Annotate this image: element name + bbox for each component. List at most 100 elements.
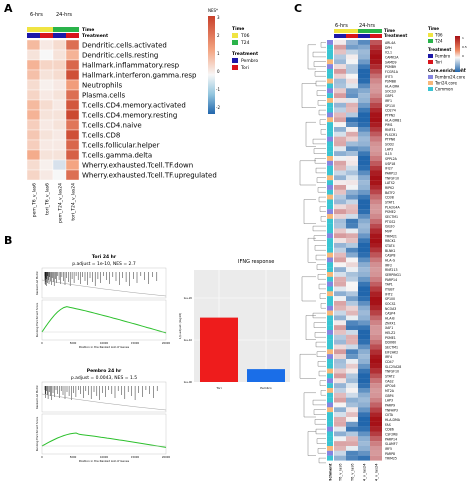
c-gene-label: LAP3 bbox=[385, 399, 393, 403]
a-annot-treatment-label: Treatment bbox=[82, 33, 109, 39]
c-scale-tick-0: 0 bbox=[462, 54, 464, 58]
c-heatmap-cell bbox=[346, 363, 358, 369]
c-heatmap-cell bbox=[358, 107, 370, 113]
panel-b: B Tori 24 hrp.adjust = 1e-10, NES = 2.7 R… bbox=[4, 234, 290, 463]
c-heatmap-cell bbox=[346, 455, 358, 461]
c-heatmap-cell bbox=[334, 126, 346, 132]
c-heatmap-cell bbox=[334, 160, 346, 166]
a-nes-tick-2: 2 bbox=[217, 33, 220, 38]
c-gene-label: IRF2 bbox=[385, 263, 392, 267]
c-heatmap-cell bbox=[346, 344, 358, 350]
gsea-ylabel-top: Ranked List Metric bbox=[35, 384, 39, 408]
c-heatmap-cell bbox=[370, 122, 382, 128]
c-gene-label: BATF2 bbox=[385, 191, 395, 195]
c-heatmap-cell bbox=[358, 286, 370, 292]
panel-c-label: C bbox=[294, 2, 302, 15]
c-core-cell bbox=[327, 334, 333, 340]
c-gene-label: CIITA bbox=[385, 413, 394, 417]
c-core-cell bbox=[327, 373, 333, 379]
c-heatmap-cell bbox=[358, 141, 370, 147]
c-heatmap-cell bbox=[370, 189, 382, 195]
c-heatmap-cell bbox=[334, 78, 346, 84]
c-core-cell bbox=[327, 300, 333, 306]
c-heatmap-cell bbox=[334, 97, 346, 103]
panel-b-label: B bbox=[4, 234, 12, 247]
c-heatmap-cell bbox=[370, 97, 382, 103]
c-heatmap-cell bbox=[370, 223, 382, 229]
a-row-label: Plasma.cells bbox=[82, 91, 125, 99]
c-heatmap-cell bbox=[358, 184, 370, 190]
a-heatmap-cell bbox=[52, 39, 67, 51]
c-heatmap-cell bbox=[358, 397, 370, 403]
gsea-title: Pembro 24 hr bbox=[87, 368, 122, 374]
c-heatmap-cell bbox=[358, 40, 370, 45]
c-core-cell bbox=[327, 204, 333, 210]
c-heatmap-cell bbox=[346, 300, 358, 306]
c-gene-label: HELZ2 bbox=[385, 331, 395, 335]
gsea-xtick: 15000 bbox=[131, 341, 140, 345]
c-heatmap-cell bbox=[334, 383, 346, 389]
c-heatmap-cell bbox=[358, 436, 370, 442]
c-heatmap-cell bbox=[370, 44, 382, 50]
c-scale-tick-05: 0.5 bbox=[462, 45, 467, 49]
c-heatmap-cell bbox=[370, 136, 382, 142]
c-heatmap-cell bbox=[370, 291, 382, 297]
c-heatmap-cell bbox=[370, 93, 382, 99]
c-heatmap-cell bbox=[370, 271, 382, 277]
a-heatmap-cell bbox=[65, 69, 80, 81]
c-heatmap-cell bbox=[370, 218, 382, 224]
c-heatmap-cell bbox=[334, 165, 346, 171]
c-heatmap-cell bbox=[358, 247, 370, 253]
c-heatmap-cell bbox=[358, 421, 370, 427]
c-gene-label: DDX60 bbox=[385, 341, 396, 345]
a-heatmap-cell bbox=[26, 69, 41, 81]
c-gene-label: EIF2AK2 bbox=[385, 350, 398, 354]
c-heatmap-cell bbox=[346, 204, 358, 210]
c-core-cell bbox=[327, 397, 333, 403]
c-heatmap-cell bbox=[334, 209, 346, 215]
c-heatmap-cell bbox=[370, 402, 382, 408]
c-heatmap-cell bbox=[358, 339, 370, 345]
c-gene-label: IRF4 bbox=[385, 355, 392, 359]
a-heatmap-cell bbox=[65, 119, 80, 131]
gsea-xtick: 15000 bbox=[131, 455, 140, 459]
c-heatmap-cell bbox=[358, 59, 370, 65]
c-gene-label: CASP4 bbox=[385, 312, 395, 316]
c-heatmap-cell bbox=[346, 358, 358, 364]
gsea-xtick: 5000 bbox=[70, 341, 77, 345]
a-legend-pembro: Pembro bbox=[241, 58, 258, 64]
c-heatmap-cell bbox=[334, 184, 346, 190]
c-heatmap-cell bbox=[346, 383, 358, 389]
c-heatmap-cell bbox=[358, 252, 370, 258]
c-heatmap-cell bbox=[346, 252, 358, 258]
c-gene-label: FCGR1A bbox=[385, 70, 399, 74]
a-heatmap-cell bbox=[65, 149, 80, 161]
c-core-cell bbox=[327, 392, 333, 398]
c-heatmap-cell bbox=[370, 329, 382, 335]
c-heatmap-cell bbox=[346, 296, 358, 302]
c-core-cell bbox=[327, 107, 333, 113]
c-heatmap-cell bbox=[358, 146, 370, 152]
c-heatmap-cell bbox=[346, 257, 358, 263]
c-annot-treatment-label: Treatment bbox=[384, 33, 407, 38]
c-heatmap-cell bbox=[358, 199, 370, 205]
a-heatmap-cell bbox=[26, 129, 41, 141]
c-core-cell bbox=[327, 450, 333, 456]
c-heatmap-cell bbox=[334, 368, 346, 374]
c-heatmap-cell bbox=[358, 320, 370, 326]
c-heatmap-cell bbox=[370, 131, 382, 137]
c-heatmap-cell bbox=[358, 194, 370, 200]
a-heatmap-cell bbox=[26, 89, 41, 101]
c-row-dendrogram bbox=[299, 42, 326, 464]
c-time-bar-t24-1 bbox=[358, 29, 370, 33]
a-heatmap-cell bbox=[26, 59, 41, 71]
c-core-cell bbox=[327, 131, 333, 137]
c-gene-label: RNF213 bbox=[385, 268, 398, 272]
c-heatmap-cell bbox=[370, 305, 382, 311]
a-treat-bar-tori-2 bbox=[66, 33, 79, 38]
c-heatmap-cell bbox=[370, 184, 382, 190]
c-heatmap-cell bbox=[334, 354, 346, 360]
c-heatmap-cell bbox=[334, 155, 346, 161]
c-core-cell bbox=[327, 286, 333, 292]
c-heatmap-cell bbox=[370, 78, 382, 84]
